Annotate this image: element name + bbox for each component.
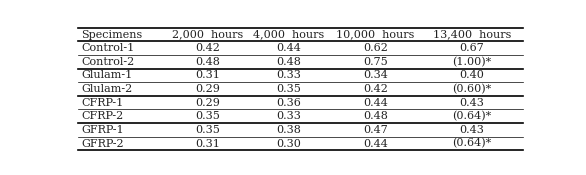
Text: 0.47: 0.47 <box>363 125 387 135</box>
Text: 0.75: 0.75 <box>363 57 387 67</box>
Text: 0.43: 0.43 <box>459 125 484 135</box>
Text: 0.48: 0.48 <box>363 111 388 121</box>
Text: 0.48: 0.48 <box>277 57 301 67</box>
Text: 0.62: 0.62 <box>363 43 388 53</box>
Text: 0.29: 0.29 <box>195 84 220 94</box>
Text: 10,000  hours: 10,000 hours <box>336 30 414 40</box>
Text: 0.43: 0.43 <box>459 98 484 108</box>
Text: 2,000  hours: 2,000 hours <box>172 30 243 40</box>
Text: 0.29: 0.29 <box>195 98 220 108</box>
Text: 0.38: 0.38 <box>277 125 301 135</box>
Text: Control-2: Control-2 <box>81 57 135 67</box>
Text: 0.36: 0.36 <box>277 98 301 108</box>
Text: 4,000  hours: 4,000 hours <box>253 30 325 40</box>
Text: 13,400  hours: 13,400 hours <box>432 30 511 40</box>
Text: 0.34: 0.34 <box>363 70 388 80</box>
Text: (0.60)*: (0.60)* <box>452 84 492 94</box>
Text: (0.64)*: (0.64)* <box>452 138 492 149</box>
Text: (0.64)*: (0.64)* <box>452 111 492 121</box>
Text: 0.40: 0.40 <box>459 70 484 80</box>
Text: Glulam-2: Glulam-2 <box>81 84 132 94</box>
Text: 0.33: 0.33 <box>277 70 301 80</box>
Text: Glulam-1: Glulam-1 <box>81 70 132 80</box>
Text: 0.35: 0.35 <box>195 125 220 135</box>
Text: 0.48: 0.48 <box>195 57 220 67</box>
Text: CFRP-1: CFRP-1 <box>81 98 124 108</box>
Text: 0.42: 0.42 <box>195 43 220 53</box>
Text: 0.33: 0.33 <box>277 111 301 121</box>
Text: GFRP-1: GFRP-1 <box>81 125 124 135</box>
Text: 0.42: 0.42 <box>363 84 388 94</box>
Text: 0.44: 0.44 <box>363 139 388 149</box>
Text: 0.44: 0.44 <box>277 43 301 53</box>
Text: 0.44: 0.44 <box>363 98 388 108</box>
Text: 0.67: 0.67 <box>459 43 484 53</box>
Text: 0.35: 0.35 <box>195 111 220 121</box>
Text: 0.31: 0.31 <box>195 139 220 149</box>
Text: 0.31: 0.31 <box>195 70 220 80</box>
Text: 0.30: 0.30 <box>277 139 301 149</box>
Text: Specimens: Specimens <box>81 30 142 40</box>
Text: CFRP-2: CFRP-2 <box>81 111 124 121</box>
Text: Control-1: Control-1 <box>81 43 135 53</box>
Text: (1.00)*: (1.00)* <box>452 57 492 67</box>
Text: 0.35: 0.35 <box>277 84 301 94</box>
Text: GFRP-2: GFRP-2 <box>81 139 124 149</box>
